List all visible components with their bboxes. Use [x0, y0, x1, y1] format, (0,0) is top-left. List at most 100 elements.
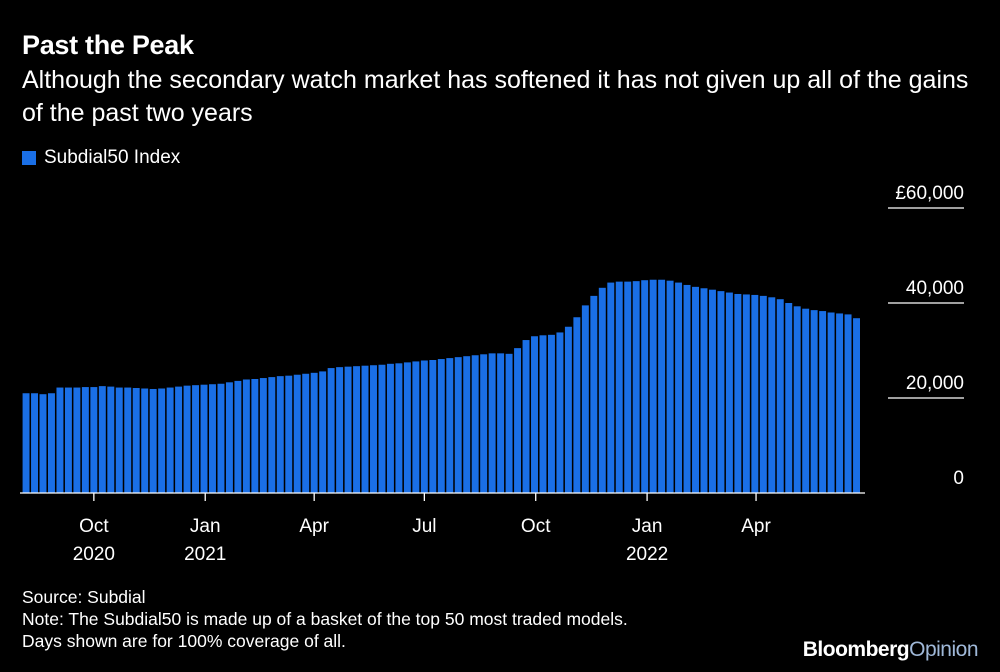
bar [480, 354, 488, 493]
bar [344, 366, 352, 493]
bar [115, 387, 123, 493]
bar [827, 312, 835, 493]
bar [429, 360, 437, 493]
bar [412, 361, 420, 493]
bar [48, 393, 55, 493]
bar [319, 371, 327, 493]
bar [217, 383, 225, 493]
x-tick-label: Oct [79, 516, 109, 537]
bar [225, 382, 233, 493]
bloomberg-opinion-logo: BloombergOpinion [802, 638, 979, 662]
x-tick-label: Jul [412, 516, 436, 537]
bar [819, 311, 827, 493]
chart-title: Past the Peak [22, 30, 194, 60]
bar [64, 387, 72, 493]
bar [649, 279, 657, 493]
bar [209, 384, 216, 493]
bar [81, 387, 89, 493]
bar [107, 386, 115, 493]
bar [183, 385, 191, 493]
x-tick-label: Oct [521, 516, 551, 537]
bar [675, 282, 683, 493]
bar [632, 281, 640, 493]
bar [463, 356, 471, 493]
legend-label: Subdial50 Index [44, 147, 181, 168]
bar [471, 355, 479, 493]
bar [683, 284, 691, 493]
bar [539, 335, 547, 493]
bar [793, 306, 801, 493]
bar [658, 279, 666, 493]
bar [327, 368, 335, 493]
bar [717, 291, 725, 494]
bar [302, 373, 310, 493]
bar [759, 295, 767, 494]
x-axis: Oct 2020 Jan 2021 Apr Jul Oct Jan 2022 Apr [20, 492, 865, 565]
bar [132, 388, 140, 493]
bar [98, 386, 106, 494]
y-tick-label: £60,000 [895, 183, 964, 204]
bar [581, 305, 589, 494]
footer: Source: Subdial Note: The Subdial50 is m… [22, 586, 628, 652]
bar [73, 387, 81, 493]
x-tick-label: Jan [632, 516, 663, 537]
y-tick-label: 0 [953, 468, 964, 489]
bar [141, 388, 149, 493]
bar [547, 334, 555, 493]
bar [22, 393, 30, 493]
bar [242, 379, 250, 493]
bar [158, 388, 166, 493]
bar [802, 308, 810, 493]
chart-subtitle: Although the secondary watch market has … [22, 66, 969, 127]
bar [251, 379, 259, 493]
bar [353, 366, 361, 493]
bar [39, 394, 47, 493]
bar [836, 313, 844, 493]
bar [234, 380, 242, 493]
bar [607, 282, 615, 493]
bar [175, 386, 183, 493]
bar [497, 353, 505, 493]
bar [200, 384, 208, 493]
bar [666, 280, 674, 493]
bar [370, 365, 377, 493]
bar [403, 362, 411, 494]
bar [268, 377, 276, 493]
bar [488, 353, 496, 493]
bar [149, 388, 157, 493]
y-tick-label: 40,000 [906, 278, 964, 299]
brand-opinion: Opinion [909, 638, 978, 661]
x-tick-label: Apr [299, 516, 329, 537]
bar [573, 317, 581, 493]
bar [446, 358, 454, 493]
bar [742, 294, 750, 493]
y-tick-label: 20,000 [906, 373, 964, 394]
bar [853, 318, 860, 493]
legend: Subdial50 Index [22, 147, 180, 169]
x-tick-label: Apr [741, 516, 771, 537]
bar [395, 363, 403, 493]
bar [768, 297, 776, 493]
bar [641, 280, 649, 493]
bar [437, 359, 445, 493]
bar [598, 287, 606, 493]
bar [776, 299, 784, 493]
bar [90, 387, 98, 493]
bar [692, 286, 699, 493]
bars [22, 279, 860, 494]
brand-bloomberg: Bloomberg [802, 638, 910, 661]
legend-swatch [22, 151, 36, 165]
bar [725, 292, 733, 493]
bar [31, 393, 38, 493]
bar [505, 353, 513, 493]
bar [564, 326, 572, 493]
bar [56, 387, 64, 493]
x-year-label: 2022 [626, 544, 668, 565]
bar [276, 376, 284, 493]
bar [708, 289, 716, 493]
bar [293, 374, 301, 493]
bar [734, 293, 742, 493]
bar [556, 332, 564, 493]
bar [124, 387, 132, 493]
